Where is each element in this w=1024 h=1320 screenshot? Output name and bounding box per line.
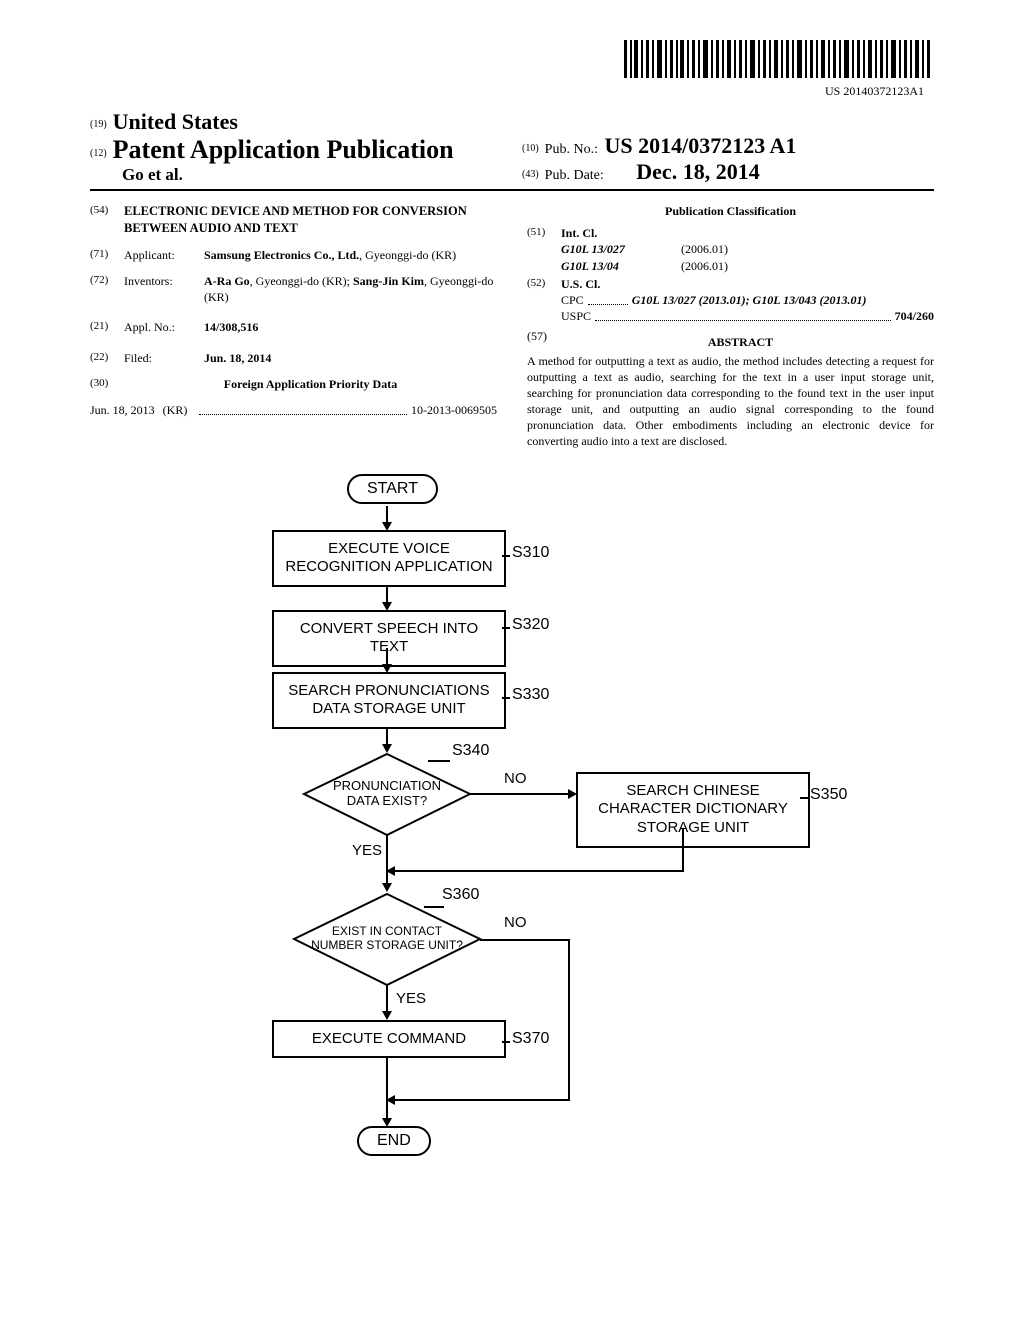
code-30: (30) (90, 376, 124, 392)
code-72: (72) (90, 273, 124, 305)
flow-start: START (347, 474, 438, 504)
intcl-2-year: (2006.01) (681, 258, 781, 274)
label-s360: S360 (442, 886, 479, 904)
priority-date: Jun. 18, 2013 (90, 402, 155, 418)
applno-label: Appl. No.: (124, 319, 204, 335)
flow-s370: EXECUTE COMMAND (272, 1020, 506, 1059)
flow-end: END (357, 1126, 431, 1156)
label-s340: S340 (452, 742, 489, 760)
code-19: (19) (90, 119, 107, 130)
s360-yes: YES (396, 990, 426, 1007)
country: United States (113, 109, 238, 134)
label-s370: S370 (512, 1030, 549, 1048)
flow-s340: PRONUNCIATION DATA EXIST? (302, 752, 472, 837)
abstract-text: A method for outputting a text as audio,… (527, 353, 934, 450)
uscl-label: U.S. Cl. (561, 276, 934, 292)
label-s330: S330 (512, 686, 549, 704)
priority-country: (KR) (163, 402, 188, 418)
barcode-text: US 20140372123A1 (90, 84, 934, 99)
filed-label: Filed: (124, 350, 204, 366)
code-71: (71) (90, 247, 124, 263)
s340-no: NO (504, 770, 527, 787)
cpc-label: CPC (561, 292, 584, 308)
uspc-value: 704/260 (895, 308, 934, 324)
code-51: (51) (527, 225, 561, 274)
intcl-1-code: G10L 13/027 (561, 241, 681, 257)
flow-s360: EXIST IN CONTACT NUMBER STORAGE UNIT? (292, 892, 482, 987)
pubdate-label: Pub. Date: (545, 168, 604, 183)
flowchart: START EXECUTE VOICE RECOGNITION APPLICAT… (192, 474, 832, 1214)
code-57: (57) (527, 328, 547, 352)
label-s320: S320 (512, 616, 549, 634)
pubno-label: Pub. No.: (545, 142, 598, 157)
filed-value: Jun. 18, 2014 (204, 350, 497, 366)
cpc-value: G10L 13/027 (2013.01); G10L 13/043 (2013… (632, 292, 867, 308)
intcl-1-year: (2006.01) (681, 241, 781, 257)
flow-s320: CONVERT SPEECH INTO TEXT (272, 610, 506, 668)
code-21: (21) (90, 319, 124, 335)
barcode (90, 40, 934, 82)
label-s310: S310 (512, 544, 549, 562)
intcl-2-code: G10L 13/04 (561, 258, 681, 274)
flow-s330: SEARCH PRONUNCIATIONS DATA STORAGE UNIT (272, 672, 506, 730)
intcl-label: Int. Cl. (561, 225, 934, 241)
biblio: (54) ELECTRONIC DEVICE AND METHOD FOR CO… (90, 203, 934, 450)
pub-date: Dec. 18, 2014 (636, 159, 759, 184)
right-column: Publication Classification (51) Int. Cl.… (527, 203, 934, 450)
priority-heading: Foreign Application Priority Data (124, 376, 497, 392)
code-12: (12) (90, 148, 107, 159)
code-43: (43) (522, 169, 539, 180)
code-54: (54) (90, 203, 124, 237)
applno-value: 14/308,516 (204, 319, 497, 335)
applicant-label: Applicant: (124, 247, 204, 263)
priority-row: Jun. 18, 2013 (KR) 10-2013-0069505 (90, 402, 497, 418)
invention-title: ELECTRONIC DEVICE AND METHOD FOR CONVERS… (124, 203, 497, 237)
code-10: (10) (522, 143, 539, 154)
flow-s350: SEARCH CHINESE CHARACTER DICTIONARY STOR… (576, 772, 810, 848)
s360-no: NO (504, 914, 527, 931)
pub-number: US 2014/0372123 A1 (604, 133, 796, 158)
label-s350: S350 (810, 786, 847, 804)
left-column: (54) ELECTRONIC DEVICE AND METHOD FOR CO… (90, 203, 497, 450)
code-22: (22) (90, 350, 124, 366)
flow-s310: EXECUTE VOICE RECOGNITION APPLICATION (272, 530, 506, 588)
uspc-label: USPC (561, 308, 591, 324)
authors: Go et al. (90, 165, 502, 185)
inventors-value: A-Ra Go, Gyeonggi-do (KR); Sang-Jin Kim,… (204, 273, 497, 305)
code-52: (52) (527, 276, 561, 325)
applicant-value: Samsung Electronics Co., Ltd., Gyeonggi-… (204, 247, 497, 263)
header: (19) United States (12) Patent Application… (90, 109, 934, 191)
abstract-heading: ABSTRACT (547, 334, 934, 350)
priority-number: 10-2013-0069505 (411, 402, 497, 418)
doc-type: Patent Application Publication (113, 135, 454, 164)
inventors-label: Inventors: (124, 273, 204, 305)
classification-heading: Publication Classification (527, 203, 934, 219)
s340-yes: YES (352, 842, 382, 859)
